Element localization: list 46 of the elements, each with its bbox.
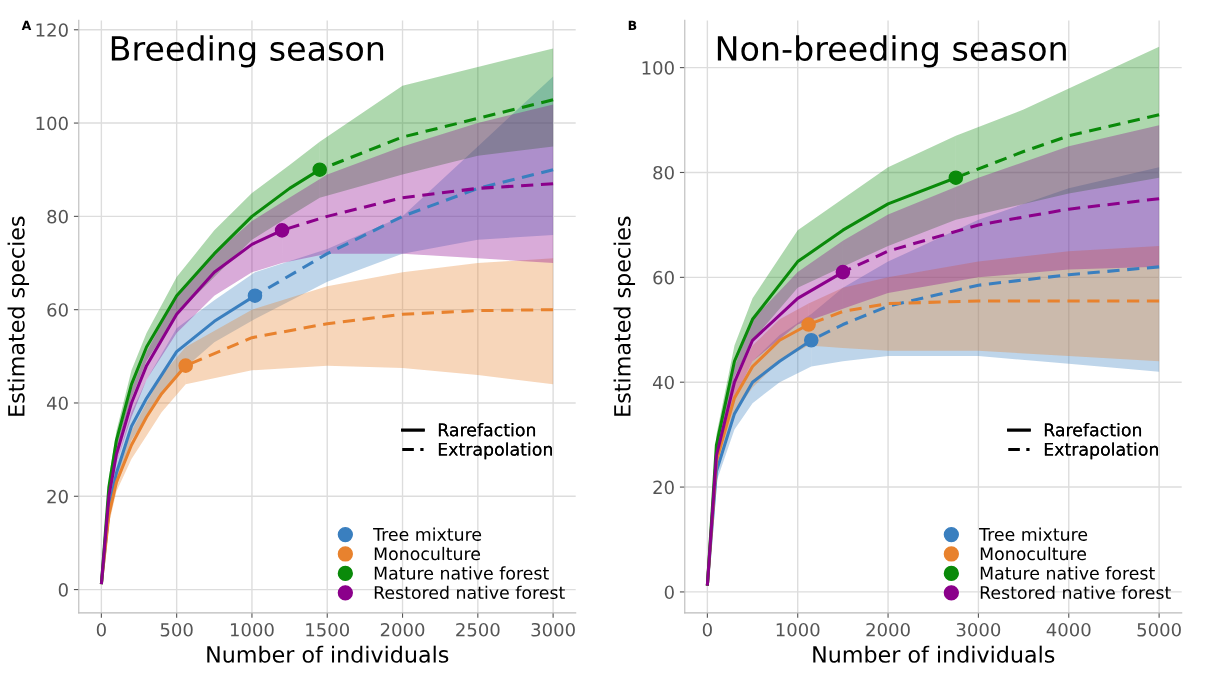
legend-label: Mature native forest (374, 566, 549, 580)
y-tick-label: 80 (653, 165, 674, 180)
legend-label: Monoculture (374, 546, 481, 561)
legend-label: Tree mixture (373, 527, 482, 541)
legend-label: Mature native forest (980, 566, 1155, 580)
annotation: Extrapolation (438, 442, 552, 460)
y-tick-label: 100 (36, 116, 68, 131)
annotation: Rarefaction (438, 422, 536, 437)
x-tick-label: 2000 (380, 622, 425, 637)
y-tick-label: 20 (653, 480, 674, 495)
x-tick-label: 3000 (956, 622, 1001, 637)
annotation: Rarefaction (1044, 422, 1142, 437)
x-tick-label: 5000 (1137, 622, 1181, 637)
x-tick-label: 3000 (531, 622, 575, 637)
y-axis-title: Estimated species (7, 216, 30, 416)
y-axis-title: Estimated species (613, 216, 636, 416)
x-tick-label: 1000 (230, 622, 274, 637)
legend-label: Restored native forest (374, 585, 565, 600)
annotation: Extrapolation (1044, 442, 1158, 460)
chart-title: Breeding season (111, 35, 384, 68)
x-tick-label: 0 (96, 622, 106, 637)
x-axis-title: Number of individuals (813, 645, 1055, 663)
y-tick-label: 40 (46, 396, 68, 411)
chart-title: Non-breeding season (717, 35, 1066, 68)
chart-subtitle: B (628, 20, 637, 30)
legend-label: Tree mixture (979, 527, 1088, 541)
x-tick-label: 4000 (1046, 622, 1091, 637)
y-tick-label: 100 (642, 61, 674, 75)
x-tick-label: 0 (702, 622, 712, 637)
y-tick-label: 20 (47, 489, 68, 504)
x-axis-title: Number of individuals (207, 645, 449, 663)
legend-label: Restored native forest (980, 585, 1171, 600)
y-tick-label: 60 (47, 303, 68, 317)
y-tick-label: 120 (36, 23, 68, 37)
x-tick-label: 1000 (776, 622, 820, 637)
x-tick-label: 500 (160, 622, 193, 637)
x-tick-label: 1500 (306, 622, 350, 637)
x-tick-label: 2500 (456, 622, 500, 637)
y-tick-label: 60 (653, 270, 674, 285)
y-tick-label: 40 (652, 375, 674, 390)
legend-label: Monoculture (980, 546, 1087, 561)
chart-subtitle: A (21, 20, 32, 30)
x-tick-label: 2000 (866, 622, 910, 637)
y-tick-label: 80 (47, 209, 68, 224)
y-tick-label: 0 (664, 585, 674, 600)
y-tick-label: 0 (58, 583, 68, 597)
